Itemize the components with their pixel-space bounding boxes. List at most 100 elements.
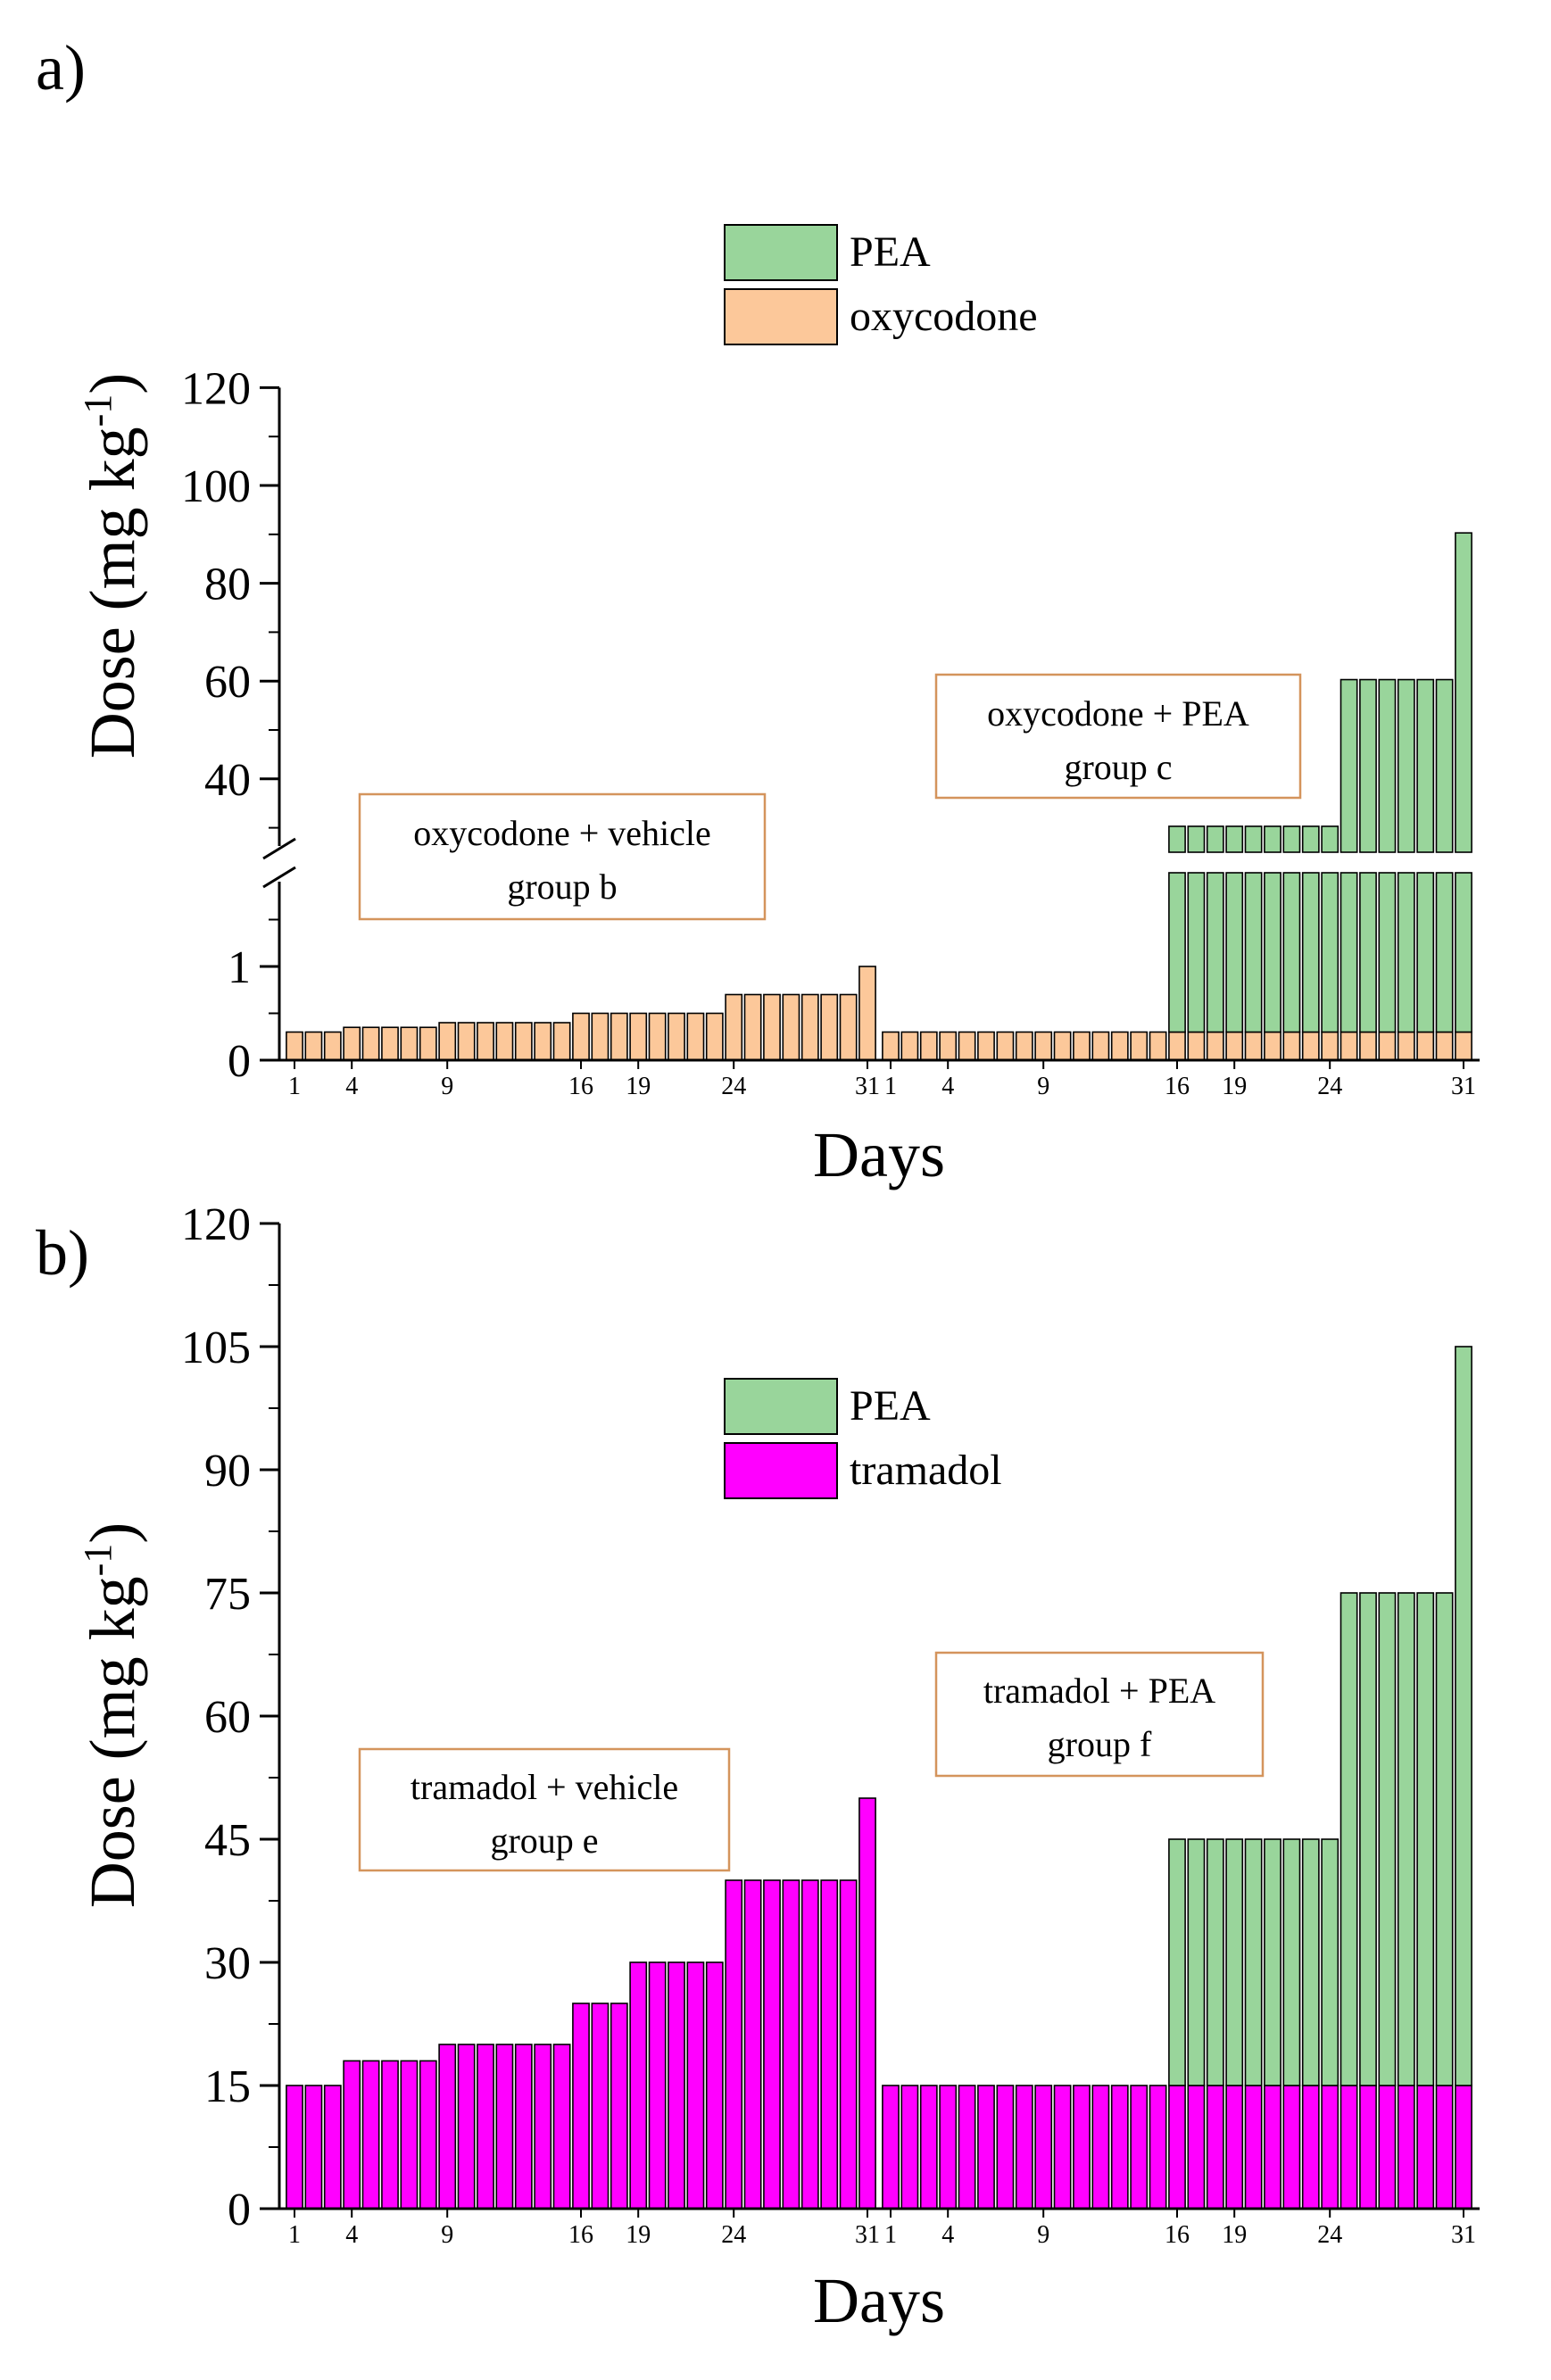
xtick-label: 4 bbox=[941, 1073, 954, 1100]
bar-oxycodone-g0-d8 bbox=[419, 1026, 437, 1061]
xtick-label: 1 bbox=[884, 1073, 897, 1100]
ytick-label: 90 bbox=[204, 1446, 251, 1497]
bar-tramadol-g1-d5 bbox=[958, 2085, 976, 2210]
bar-tramadol-g0-d14 bbox=[534, 2044, 552, 2210]
xtick-label: 31 bbox=[855, 1073, 880, 1100]
ytick-label: 1 bbox=[228, 942, 251, 993]
bar-oxycodone-g1-d16 bbox=[1168, 1031, 1186, 1061]
bar-PEA-lower-g1-d26 bbox=[1359, 872, 1377, 1033]
annotation-box-1 bbox=[934, 673, 1302, 800]
xtick-label: 4 bbox=[941, 2221, 954, 2249]
bar-oxycodone-g0-d17 bbox=[591, 1012, 610, 1061]
xtick-label: 19 bbox=[1222, 1073, 1247, 1100]
ytick-label: 45 bbox=[204, 1815, 251, 1866]
bar-oxycodone-g0-d30 bbox=[839, 993, 858, 1061]
bar-oxycodone-g1-d21 bbox=[1264, 1031, 1281, 1061]
bar-oxycodone-g0-d15 bbox=[552, 1022, 571, 1061]
bar-tramadol-g0-d19 bbox=[629, 1961, 648, 2210]
bar-oxycodone-g1-d5 bbox=[958, 1031, 976, 1061]
ytick-label: 120 bbox=[181, 363, 251, 414]
ytick-label: 105 bbox=[181, 1323, 251, 1373]
bar-PEA-g1-d30 bbox=[1435, 1592, 1454, 2086]
bar-tramadol-g1-d3 bbox=[919, 2085, 938, 2210]
bar-PEA-lower-g1-d18 bbox=[1206, 872, 1224, 1033]
bar-oxycodone-g0-d13 bbox=[514, 1022, 533, 1061]
bar-oxycodone-g1-d22 bbox=[1282, 1031, 1301, 1061]
xtick-label: 1 bbox=[288, 1073, 301, 1100]
bar-tramadol-g0-d21 bbox=[668, 1961, 685, 2210]
bar-oxycodone-g1-d9 bbox=[1034, 1031, 1053, 1061]
bar-tramadol-g0-d1 bbox=[286, 2085, 303, 2210]
bar-PEA-g1-d16 bbox=[1168, 1838, 1186, 2086]
annotation-line2: group f bbox=[1048, 1724, 1152, 1764]
bar-oxycodone-g0-d27 bbox=[782, 993, 800, 1061]
bar-PEA-upper-g1-d19 bbox=[1225, 825, 1244, 853]
bar-tramadol-g0-d20 bbox=[648, 1961, 667, 2210]
bar-oxycodone-g1-d19 bbox=[1225, 1031, 1244, 1061]
bar-PEA-upper-g1-d21 bbox=[1264, 825, 1281, 853]
xtick-label: 24 bbox=[1317, 1073, 1342, 1100]
bar-PEA-upper-g1-d29 bbox=[1416, 678, 1435, 853]
bar-oxycodone-g0-d29 bbox=[820, 993, 839, 1061]
bar-tramadol-g1-d4 bbox=[939, 2085, 958, 2210]
bar-PEA-g1-d22 bbox=[1282, 1838, 1301, 2086]
xtick-label: 9 bbox=[1037, 2221, 1049, 2249]
bar-tramadol-g0-d11 bbox=[477, 2044, 494, 2210]
bar-oxycodone-g1-d14 bbox=[1130, 1031, 1149, 1061]
bar-tramadol-g1-d12 bbox=[1091, 2085, 1110, 2210]
bar-tramadol-g1-d22 bbox=[1282, 2085, 1301, 2210]
bar-tramadol-g0-d18 bbox=[610, 2003, 628, 2210]
bar-tramadol-g0-d8 bbox=[419, 2060, 437, 2210]
panel-label-a: a) bbox=[36, 32, 86, 104]
y-axis-title: Dose (mg kg-1) bbox=[76, 373, 148, 759]
bar-tramadol-g0-d4 bbox=[343, 2060, 361, 2210]
bar-PEA-upper-g1-d17 bbox=[1187, 825, 1206, 853]
y-axis-title-sup: -1 bbox=[76, 1544, 120, 1577]
bar-tramadol-g1-d18 bbox=[1206, 2085, 1224, 2210]
xtick-label: 31 bbox=[855, 2221, 880, 2249]
bar-oxycodone-g1-d20 bbox=[1244, 1031, 1263, 1061]
ytick-label: 80 bbox=[204, 560, 251, 610]
xtick-label: 31 bbox=[1451, 2221, 1476, 2249]
bar-oxycodone-g0-d14 bbox=[534, 1022, 552, 1061]
bar-PEA-lower-g1-d29 bbox=[1416, 872, 1435, 1033]
annotation-line1: oxycodone + vehicle bbox=[413, 813, 711, 853]
ytick-label: 100 bbox=[181, 461, 251, 512]
bar-PEA-lower-g1-d31 bbox=[1455, 872, 1472, 1033]
bar-PEA-upper-g1-d23 bbox=[1301, 825, 1320, 853]
bar-oxycodone-g0-d18 bbox=[610, 1012, 628, 1061]
bar-tramadol-g0-d10 bbox=[457, 2044, 476, 2210]
bar-PEA-lower-g1-d19 bbox=[1225, 872, 1244, 1033]
bar-oxycodone-g0-d24 bbox=[725, 993, 743, 1061]
ytick-label: 0 bbox=[228, 2185, 251, 2235]
bar-oxycodone-g1-d8 bbox=[1015, 1031, 1033, 1061]
legend-swatch-tramadol bbox=[724, 1442, 838, 1499]
bar-PEA-g1-d24 bbox=[1321, 1838, 1340, 2086]
legend-label-oxycodone: oxycodone bbox=[850, 293, 1038, 340]
bar-PEA-g1-d27 bbox=[1378, 1592, 1397, 2086]
bar-tramadol-g1-d2 bbox=[900, 2085, 919, 2210]
bar-oxycodone-g0-d1 bbox=[286, 1031, 303, 1061]
bar-tramadol-g1-d11 bbox=[1073, 2085, 1091, 2210]
xtick-label: 24 bbox=[721, 2221, 746, 2249]
bar-oxycodone-g1-d23 bbox=[1301, 1031, 1320, 1061]
xtick-label: 31 bbox=[1451, 1073, 1476, 1100]
axis-break-mark bbox=[262, 837, 296, 860]
xtick-label: 1 bbox=[884, 2221, 897, 2249]
bar-oxycodone-g0-d31 bbox=[858, 966, 876, 1061]
axis-break-mark bbox=[262, 866, 296, 889]
bar-tramadol-g0-d27 bbox=[782, 1879, 800, 2210]
bar-tramadol-g0-d29 bbox=[820, 1879, 839, 2210]
bar-oxycodone-g1-d1 bbox=[882, 1031, 900, 1061]
bar-PEA-g1-d23 bbox=[1301, 1838, 1320, 2086]
bar-tramadol-g1-d14 bbox=[1130, 2085, 1149, 2210]
xtick-label: 24 bbox=[1317, 2221, 1342, 2249]
bar-oxycodone-g1-d29 bbox=[1416, 1031, 1435, 1061]
bar-oxycodone-g0-d4 bbox=[343, 1026, 361, 1061]
x-axis-title: Days bbox=[813, 1119, 945, 1190]
bar-PEA-lower-g1-d22 bbox=[1282, 872, 1301, 1033]
bar-PEA-g1-d18 bbox=[1206, 1838, 1224, 2086]
bar-oxycodone-g1-d28 bbox=[1397, 1031, 1415, 1061]
